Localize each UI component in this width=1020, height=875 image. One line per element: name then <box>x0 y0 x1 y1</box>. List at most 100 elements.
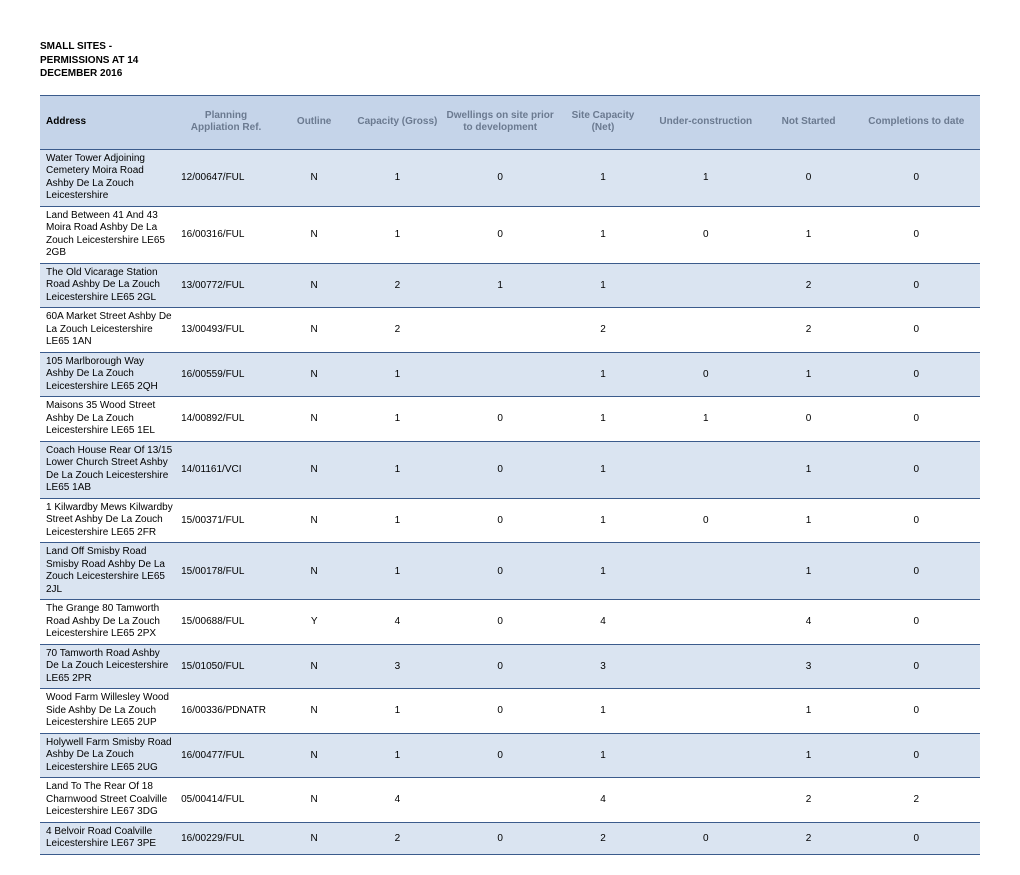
cell-capacity-gross: 4 <box>353 778 441 823</box>
cell-not-started: 2 <box>765 822 853 854</box>
cell-completions: 0 <box>853 822 980 854</box>
cell-under-construction: 0 <box>647 206 765 263</box>
cell-address: Land To The Rear Of 18 Charnwood Street … <box>40 778 177 823</box>
cell-address: The Old Vicarage Station Road Ashby De L… <box>40 263 177 308</box>
cell-completions: 0 <box>853 206 980 263</box>
cell-capacity-gross: 1 <box>353 397 441 442</box>
cell-under-construction <box>647 778 765 823</box>
cell-completions: 0 <box>853 644 980 689</box>
cell-under-construction <box>647 308 765 353</box>
cell-capacity-gross: 1 <box>353 352 441 397</box>
cell-completions: 0 <box>853 543 980 600</box>
cell-dwellings: 0 <box>441 733 559 778</box>
cell-dwellings: 0 <box>441 822 559 854</box>
cell-capacity-gross: 1 <box>353 149 441 206</box>
cell-under-construction <box>647 441 765 498</box>
cell-outline: N <box>275 397 353 442</box>
cell-dwellings: 0 <box>441 397 559 442</box>
cell-outline: N <box>275 733 353 778</box>
cell-completions: 0 <box>853 149 980 206</box>
cell-completions: 0 <box>853 441 980 498</box>
cell-not-started: 1 <box>765 498 853 543</box>
cell-not-started: 1 <box>765 733 853 778</box>
cell-dwellings: 0 <box>441 149 559 206</box>
cell-completions: 0 <box>853 263 980 308</box>
table-row: 4 Belvoir Road Coalville Leicestershire … <box>40 822 980 854</box>
cell-capacity-gross: 1 <box>353 543 441 600</box>
cell-completions: 2 <box>853 778 980 823</box>
table-row: Coach House Rear Of 13/15 Lower Church S… <box>40 441 980 498</box>
cell-outline: Y <box>275 600 353 645</box>
title-line-3: DECEMBER 2016 <box>40 67 190 81</box>
cell-dwellings: 0 <box>441 543 559 600</box>
table-row: Land To The Rear Of 18 Charnwood Street … <box>40 778 980 823</box>
cell-under-construction <box>647 733 765 778</box>
cell-not-started: 1 <box>765 441 853 498</box>
col-capacity-net: Site Capacity (Net) <box>559 95 647 149</box>
cell-capacity-net: 1 <box>559 733 647 778</box>
cell-not-started: 2 <box>765 308 853 353</box>
cell-planning-ref: 15/00178/FUL <box>177 543 275 600</box>
cell-outline: N <box>275 352 353 397</box>
cell-capacity-net: 1 <box>559 263 647 308</box>
title-line-2: PERMISSIONS AT 14 <box>40 54 190 68</box>
cell-planning-ref: 14/01161/VCI <box>177 441 275 498</box>
cell-under-construction: 1 <box>647 397 765 442</box>
cell-planning-ref: 05/00414/FUL <box>177 778 275 823</box>
cell-dwellings: 0 <box>441 689 559 734</box>
col-dwellings: Dwellings on site prior to development <box>441 95 559 149</box>
cell-address: Land Between 41 And 43 Moira Road Ashby … <box>40 206 177 263</box>
cell-not-started: 1 <box>765 352 853 397</box>
cell-address: Maisons 35 Wood Street Ashby De La Zouch… <box>40 397 177 442</box>
cell-capacity-net: 2 <box>559 308 647 353</box>
cell-completions: 0 <box>853 600 980 645</box>
cell-completions: 0 <box>853 352 980 397</box>
cell-address: 4 Belvoir Road Coalville Leicestershire … <box>40 822 177 854</box>
document-title: SMALL SITES - PERMISSIONS AT 14 DECEMBER… <box>40 40 190 81</box>
cell-dwellings: 0 <box>441 441 559 498</box>
table-row: The Grange 80 Tamworth Road Ashby De La … <box>40 600 980 645</box>
table-row: 60A Market Street Ashby De La Zouch Leic… <box>40 308 980 353</box>
table-row: The Old Vicarage Station Road Ashby De L… <box>40 263 980 308</box>
cell-address: Holywell Farm Smisby Road Ashby De La Zo… <box>40 733 177 778</box>
cell-address: Water Tower Adjoining Cemetery Moira Roa… <box>40 149 177 206</box>
cell-under-construction <box>647 263 765 308</box>
cell-completions: 0 <box>853 397 980 442</box>
cell-address: Wood Farm Willesley Wood Side Ashby De L… <box>40 689 177 734</box>
cell-capacity-gross: 1 <box>353 689 441 734</box>
cell-capacity-net: 1 <box>559 352 647 397</box>
cell-planning-ref: 15/00371/FUL <box>177 498 275 543</box>
col-planning-ref: Planning Appliation Ref. <box>177 95 275 149</box>
cell-capacity-net: 1 <box>559 498 647 543</box>
cell-under-construction: 0 <box>647 498 765 543</box>
cell-address: 70 Tamworth Road Ashby De La Zouch Leice… <box>40 644 177 689</box>
cell-not-started: 1 <box>765 206 853 263</box>
cell-planning-ref: 16/00559/FUL <box>177 352 275 397</box>
cell-address: 105 Marlborough Way Ashby De La Zouch Le… <box>40 352 177 397</box>
cell-planning-ref: 16/00336/PDNATR <box>177 689 275 734</box>
cell-under-construction <box>647 543 765 600</box>
cell-capacity-gross: 1 <box>353 498 441 543</box>
cell-capacity-gross: 2 <box>353 263 441 308</box>
permissions-table: Address Planning Appliation Ref. Outline… <box>40 95 980 855</box>
cell-address: Coach House Rear Of 13/15 Lower Church S… <box>40 441 177 498</box>
cell-dwellings: 0 <box>441 600 559 645</box>
table-header: Address Planning Appliation Ref. Outline… <box>40 95 980 149</box>
cell-not-started: 0 <box>765 397 853 442</box>
cell-under-construction: 0 <box>647 352 765 397</box>
cell-dwellings <box>441 308 559 353</box>
cell-planning-ref: 13/00772/FUL <box>177 263 275 308</box>
cell-planning-ref: 16/00477/FUL <box>177 733 275 778</box>
cell-capacity-net: 1 <box>559 397 647 442</box>
cell-not-started: 4 <box>765 600 853 645</box>
cell-outline: N <box>275 543 353 600</box>
cell-under-construction: 1 <box>647 149 765 206</box>
cell-dwellings: 0 <box>441 498 559 543</box>
cell-capacity-gross: 1 <box>353 206 441 263</box>
cell-capacity-net: 1 <box>559 149 647 206</box>
cell-not-started: 2 <box>765 778 853 823</box>
cell-under-construction <box>647 600 765 645</box>
col-capacity-gross: Capacity (Gross) <box>353 95 441 149</box>
cell-outline: N <box>275 206 353 263</box>
table-row: Wood Farm Willesley Wood Side Ashby De L… <box>40 689 980 734</box>
